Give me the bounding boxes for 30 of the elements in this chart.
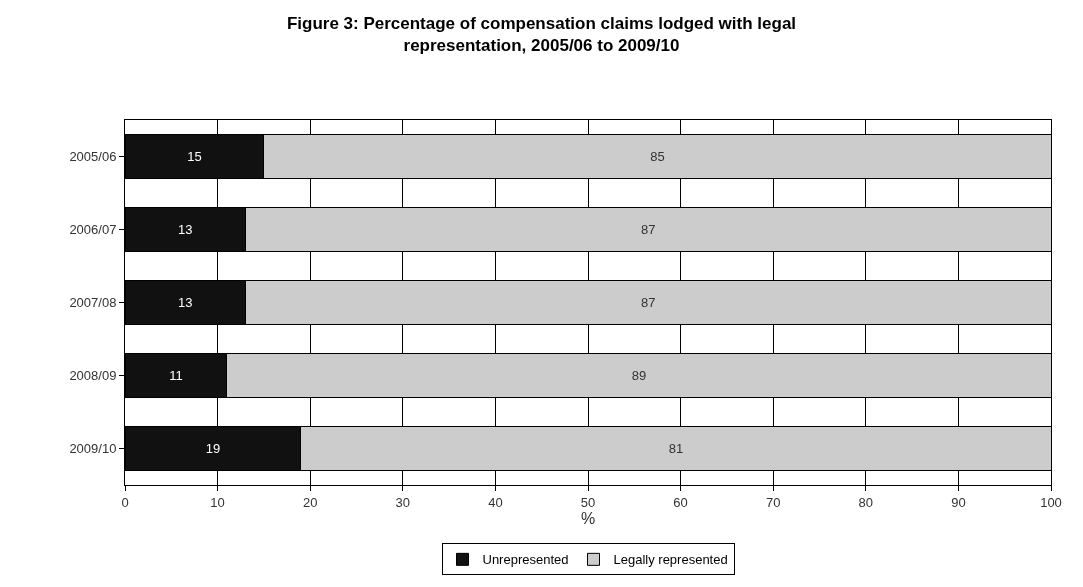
x-tick-label: 90 [951, 494, 966, 510]
data-label: 15 [187, 149, 202, 164]
data-label: 89 [631, 368, 647, 383]
data-label: 11 [169, 368, 183, 383]
y-tick-label: 2009/10 [69, 441, 117, 457]
x-tick-label: 100 [1040, 494, 1062, 510]
legend-label: Unrepresented [482, 552, 569, 568]
x-tick-label: 70 [765, 494, 781, 510]
x-tick-label: 40 [488, 494, 503, 510]
x-tick-label: 80 [858, 494, 874, 510]
legend-label: Legally represented [613, 552, 728, 568]
data-label: 87 [640, 222, 656, 237]
x-tick-label: 60 [673, 494, 688, 510]
chart-title: Figure 3: Percentage of compensation claims lodged with legal representation, 2005/06 to 2009/10 [286, 14, 797, 56]
data-label: 87 [640, 295, 656, 310]
y-tick-label: 2008/09 [69, 368, 117, 384]
data-label: 13 [177, 222, 193, 237]
y-tick-label: 2006/07 [69, 222, 117, 238]
x-tick-label: 30 [395, 494, 411, 510]
data-label: 81 [668, 441, 684, 456]
data-label: 19 [205, 441, 221, 456]
x-tick-label: 50 [580, 494, 596, 510]
y-tick-label: 2007/08 [69, 295, 117, 311]
data-label: 85 [650, 149, 665, 164]
x-tick-label: 20 [302, 494, 318, 510]
data-label: 13 [177, 295, 193, 310]
x-tick-label: 0 [121, 494, 129, 510]
x-axis-title: % [580, 509, 596, 527]
x-tick-label: 10 [210, 494, 225, 510]
y-tick-label: 2005/06 [69, 149, 117, 165]
